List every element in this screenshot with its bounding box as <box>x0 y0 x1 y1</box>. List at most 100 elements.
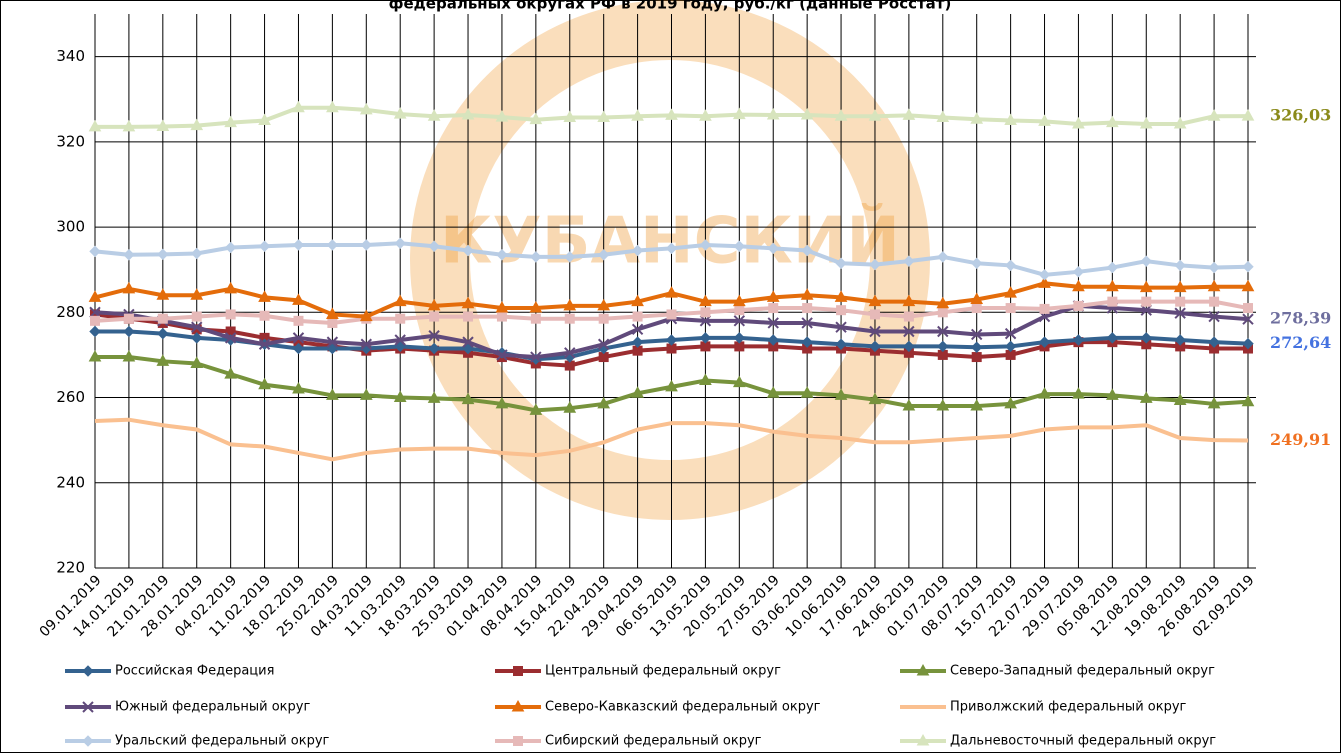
marker <box>461 107 475 120</box>
marker <box>1140 332 1152 344</box>
marker <box>1140 304 1152 316</box>
marker <box>699 294 712 307</box>
marker <box>563 298 577 311</box>
marker <box>768 303 779 314</box>
marker <box>496 349 508 361</box>
marker <box>970 112 984 124</box>
marker <box>529 112 543 125</box>
marker <box>598 313 609 324</box>
legend-label: Уральский федеральный округ <box>115 734 330 749</box>
marker <box>699 239 712 251</box>
marker <box>869 258 881 271</box>
marker <box>1073 300 1084 311</box>
marker <box>1038 387 1051 399</box>
marker <box>665 334 678 346</box>
series <box>94 417 1249 462</box>
marker <box>665 242 678 255</box>
marker <box>1241 394 1255 407</box>
marker <box>1038 276 1051 288</box>
marker <box>461 392 475 405</box>
marker <box>868 392 882 405</box>
marker <box>82 701 94 713</box>
marker <box>393 390 407 403</box>
marker <box>1140 255 1152 267</box>
marker <box>1173 393 1187 406</box>
marker <box>631 336 644 348</box>
marker <box>224 367 237 379</box>
marker <box>834 290 848 302</box>
marker <box>89 325 101 338</box>
marker <box>1004 396 1017 409</box>
marker <box>1241 109 1255 121</box>
data-label: 249,91 <box>1270 430 1331 449</box>
marker <box>427 109 441 121</box>
marker <box>970 341 983 353</box>
y-tick-label: 260 <box>56 388 85 406</box>
marker <box>666 309 677 320</box>
series <box>88 350 1255 415</box>
series-line <box>94 417 1249 462</box>
marker <box>936 399 950 411</box>
marker <box>359 309 373 322</box>
legend-label: Северо-Западный федеральный округ <box>950 664 1215 679</box>
marker <box>190 356 204 368</box>
y-tick-label: 220 <box>56 559 85 577</box>
legend-label: Сибирский федеральный округ <box>545 734 762 749</box>
marker <box>530 351 542 363</box>
marker <box>88 119 102 132</box>
marker <box>868 109 882 121</box>
marker <box>122 350 136 362</box>
marker <box>82 735 94 747</box>
marker <box>292 381 305 394</box>
marker <box>1072 334 1085 346</box>
marker <box>597 338 610 350</box>
marker <box>1175 296 1186 307</box>
marker <box>1004 286 1017 298</box>
marker <box>1174 334 1186 346</box>
marker <box>971 303 982 314</box>
marker <box>766 386 780 398</box>
chart-title: федеральных округах РФ в 2019 году, руб.… <box>389 0 952 13</box>
legend-label: Российская Федерация <box>115 664 274 679</box>
marker <box>699 109 712 121</box>
marker <box>734 305 745 316</box>
marker <box>191 311 202 322</box>
marker <box>292 239 305 251</box>
marker <box>1139 391 1153 403</box>
marker <box>1072 279 1085 292</box>
marker <box>513 736 523 746</box>
marker <box>1107 296 1118 307</box>
marker <box>800 288 814 300</box>
marker <box>1207 109 1221 121</box>
marker <box>597 249 610 261</box>
marker <box>834 109 848 121</box>
data-label: 272,64 <box>1270 333 1331 352</box>
marker <box>767 317 779 329</box>
marker <box>902 108 916 120</box>
marker <box>802 303 813 314</box>
marker <box>156 354 170 366</box>
marker <box>88 290 102 302</box>
marker <box>733 315 746 327</box>
marker <box>326 239 339 251</box>
marker <box>800 386 814 398</box>
marker <box>869 325 881 338</box>
marker <box>970 257 983 270</box>
marker <box>224 332 237 344</box>
marker <box>157 248 169 261</box>
marker <box>699 332 712 344</box>
marker <box>327 317 338 328</box>
marker <box>89 306 101 319</box>
marker <box>393 107 407 119</box>
marker <box>1072 266 1085 278</box>
marker <box>766 107 780 120</box>
marker <box>1106 261 1119 274</box>
marker <box>834 388 848 400</box>
series <box>89 325 1254 365</box>
marker <box>1174 307 1186 319</box>
marker <box>903 255 915 267</box>
marker <box>970 328 983 341</box>
y-tick-label: 340 <box>56 47 85 65</box>
marker <box>1038 269 1051 281</box>
marker <box>732 107 746 120</box>
